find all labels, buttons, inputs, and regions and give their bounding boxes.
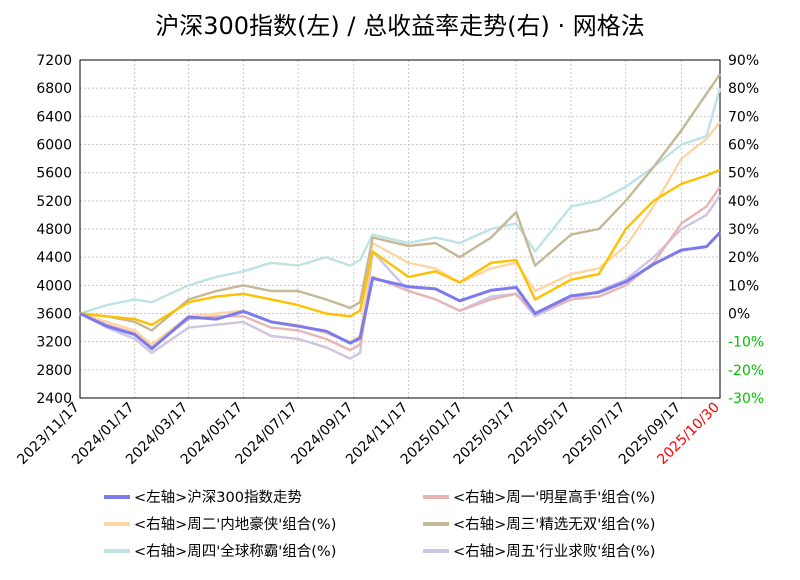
left-tick-label: 5200 <box>36 194 72 210</box>
legend: <左轴>沪深300指数走势 <右轴>周一'明星高手'组合(%) <右轴>周二'内地豪… <box>104 489 655 560</box>
series-line-0 <box>79 231 722 351</box>
series-line-2 <box>79 121 721 346</box>
right-tick-label: -20% <box>728 363 764 379</box>
series-group <box>79 73 722 360</box>
chart-title: 沪深300指数(左) / 总收益率走势(右) · 网格法 <box>155 12 645 40</box>
right-tick-label: 40% <box>728 194 759 210</box>
left-tick-label: 4800 <box>36 222 72 238</box>
left-tick-label: 6400 <box>36 109 72 125</box>
left-tick-label: 5600 <box>36 166 72 182</box>
series-line-5 <box>79 194 721 360</box>
left-tick-label: 4000 <box>36 278 72 294</box>
legend-label: <右轴>周一'明星高手'组合(%) <box>453 489 655 506</box>
legend-label: <右轴>周二'内地豪侠'组合(%) <box>134 516 336 533</box>
right-tick-label: 0% <box>728 307 750 323</box>
x-axis: 2023/11/172024/01/172024/03/172024/05/17… <box>14 400 722 468</box>
legend-label: <左轴>沪深300指数走势 <box>134 489 302 506</box>
series-line-3 <box>79 73 721 332</box>
right-tick-label: -30% <box>728 391 764 407</box>
right-tick-label: 30% <box>728 222 759 238</box>
right-tick-label: 60% <box>728 138 759 154</box>
right-tick-label: 50% <box>728 166 759 182</box>
right-tick-label: 70% <box>728 109 759 125</box>
legend-label: <右轴>周三'精选无双'组合(%) <box>453 516 655 533</box>
left-tick-label: 7200 <box>36 53 72 69</box>
left-tick-label: 4400 <box>36 250 72 266</box>
left-tick-label: 2400 <box>36 391 72 407</box>
legend-label: <右轴>周四'全球称霸'组合(%) <box>134 542 336 560</box>
right-axis: 90% 80% 70% 60% 50% 40% 30% 20% 10% 0% -10% -20% -30… <box>728 53 764 407</box>
plot-frame <box>79 59 721 399</box>
left-tick-label: 3600 <box>36 307 72 323</box>
right-tick-label: -10% <box>728 335 764 351</box>
grid <box>79 59 720 399</box>
right-tick-label: 90% <box>728 53 759 69</box>
series-line-6 <box>79 168 721 326</box>
left-tick-label: 2800 <box>36 363 72 379</box>
right-tick-label: 80% <box>728 81 759 97</box>
legend-label: <右轴>周五'行业求败'组合(%) <box>453 543 655 560</box>
right-tick-label: 20% <box>728 250 759 266</box>
left-tick-label: 6000 <box>36 138 72 154</box>
right-tick-label: 10% <box>728 278 759 294</box>
left-tick-label: 6800 <box>36 81 72 97</box>
series-line-4 <box>79 87 722 315</box>
left-tick-label: 3200 <box>36 335 72 351</box>
left-axis: 7200 6800 6400 6000 5600 5200 4800 4400 4000 3600… <box>36 53 72 407</box>
